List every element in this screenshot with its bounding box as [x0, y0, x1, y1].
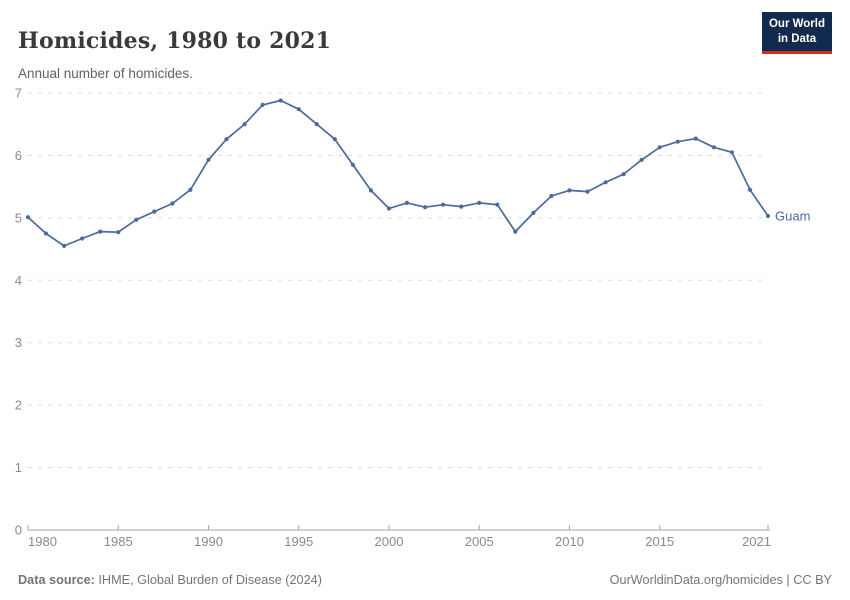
data-point[interactable] — [675, 139, 680, 144]
y-tick-label: 0 — [15, 523, 22, 538]
data-point[interactable] — [350, 162, 355, 167]
data-point[interactable] — [567, 188, 572, 193]
data-point[interactable] — [639, 157, 644, 162]
x-tick-label: 2000 — [375, 534, 404, 549]
data-point[interactable] — [170, 201, 175, 206]
license-note: OurWorldinData.org/homicides | CC BY — [609, 573, 832, 587]
x-tick-label: 1995 — [284, 534, 313, 549]
data-point[interactable] — [441, 202, 446, 207]
data-point[interactable] — [423, 205, 428, 210]
x-tick-label: 1990 — [194, 534, 223, 549]
data-source-text: IHME, Global Burden of Disease (2024) — [94, 573, 322, 587]
data-point[interactable] — [603, 180, 608, 185]
data-point[interactable] — [729, 150, 735, 155]
data-point[interactable] — [296, 107, 301, 112]
data-point[interactable] — [332, 137, 337, 142]
x-tick-label: 1985 — [104, 534, 133, 549]
x-tick-label: 1980 — [28, 534, 57, 549]
y-tick-label: 7 — [15, 86, 22, 101]
y-tick-label: 5 — [15, 210, 22, 225]
chart-footer: Data source: IHME, Global Burden of Dise… — [18, 573, 832, 587]
data-point[interactable] — [43, 231, 49, 236]
chart-title: Homicides, 1980 to 2021 — [18, 27, 332, 54]
owid-logo-line1: Our World — [768, 18, 825, 30]
owid-logo[interactable]: Our World in Data — [761, 12, 832, 54]
data-source-note: Data source: IHME, Global Burden of Dise… — [18, 573, 322, 587]
y-tick-label: 3 — [15, 335, 22, 350]
data-point[interactable] — [657, 145, 662, 150]
data-point[interactable] — [188, 187, 193, 192]
data-point[interactable] — [621, 172, 626, 177]
x-tick-label: 2015 — [645, 534, 674, 549]
data-point[interactable] — [278, 98, 283, 103]
data-point[interactable] — [224, 137, 229, 142]
y-tick-label: 6 — [15, 148, 22, 163]
data-point[interactable] — [711, 145, 717, 150]
data-source-label: Data source: — [18, 573, 95, 587]
owid-logo-line2: in Data — [777, 32, 817, 45]
data-point[interactable] — [495, 202, 500, 207]
data-point[interactable] — [116, 230, 121, 235]
data-point[interactable] — [404, 200, 410, 205]
y-tick-label: 2 — [15, 398, 22, 413]
data-point[interactable] — [585, 189, 590, 194]
data-point[interactable] — [134, 217, 139, 222]
data-point[interactable] — [260, 102, 265, 107]
chart-subtitle: Annual number of homicides. — [18, 65, 193, 81]
data-point[interactable] — [513, 229, 518, 234]
data-point[interactable] — [459, 204, 464, 209]
data-point[interactable] — [152, 209, 157, 214]
y-tick-label: 1 — [15, 460, 22, 475]
x-tick-label: 2005 — [465, 534, 494, 549]
data-point[interactable] — [477, 200, 482, 205]
data-point[interactable] — [242, 122, 247, 127]
data-point[interactable] — [98, 229, 103, 234]
data-point[interactable] — [25, 215, 31, 220]
data-point[interactable] — [62, 243, 67, 248]
data-point[interactable] — [531, 210, 536, 215]
x-tick-label: 2021 — [742, 534, 771, 549]
data-point[interactable] — [314, 122, 319, 127]
data-point[interactable] — [765, 213, 771, 219]
x-tick-label: 2010 — [555, 534, 584, 549]
data-point[interactable] — [368, 188, 373, 193]
data-point[interactable] — [80, 236, 85, 241]
data-point[interactable] — [747, 187, 753, 192]
y-tick-label: 4 — [15, 273, 22, 288]
data-point[interactable] — [693, 136, 698, 141]
series-entity-label: Guam — [775, 208, 810, 223]
data-series-line — [27, 99, 769, 247]
data-point[interactable] — [386, 206, 392, 211]
data-point[interactable] — [206, 157, 211, 162]
data-point[interactable] — [549, 193, 554, 199]
